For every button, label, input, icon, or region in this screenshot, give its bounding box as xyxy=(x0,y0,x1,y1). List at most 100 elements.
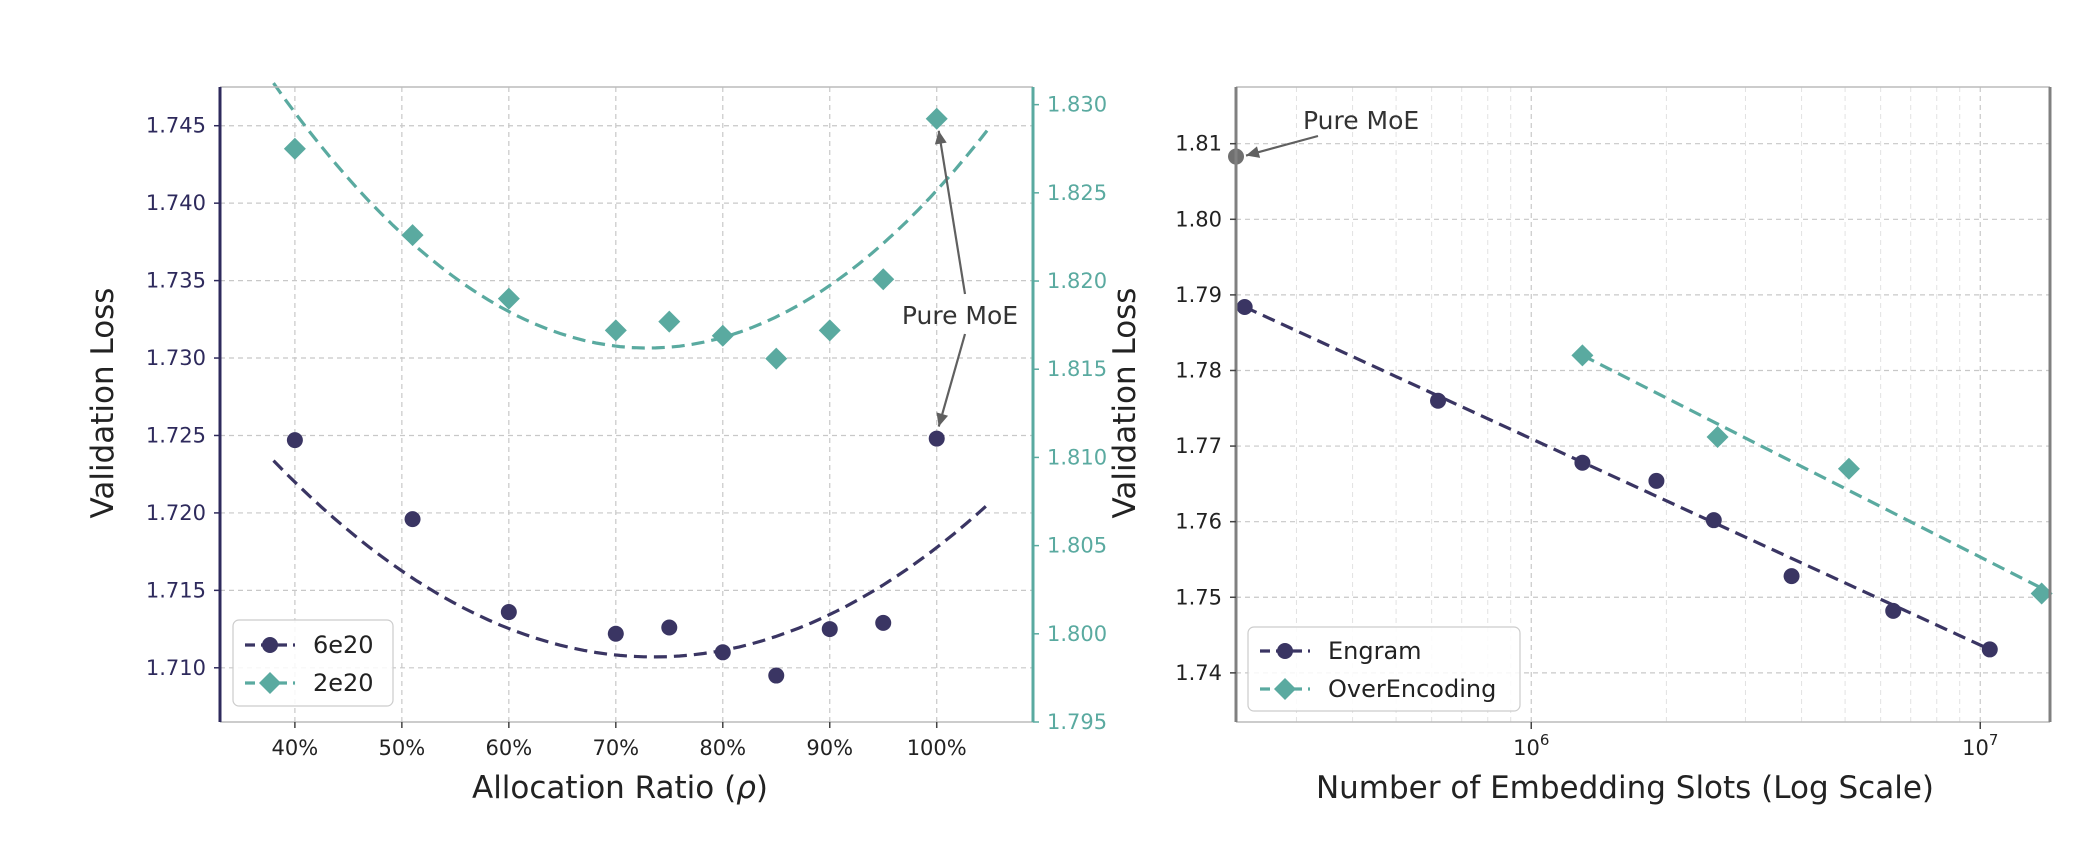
chart2-y-tick-label-4: 1.78 xyxy=(1175,358,1222,382)
chart1-x-tick-label-5: 90% xyxy=(806,736,853,760)
chart1-point-2e20-1 xyxy=(401,224,424,247)
chart2-legend-marker-Engram xyxy=(1277,643,1293,659)
chart2-y-tick-label-7: 1.81 xyxy=(1175,132,1222,156)
chart1-point-2e20-6 xyxy=(765,347,788,370)
chart1-points xyxy=(283,107,948,684)
chart1-y2-tick-label-4: 1.815 xyxy=(1047,357,1107,381)
chart1-x-tick-label-4: 80% xyxy=(699,736,746,760)
chart2-x-tick-label-1: 107 xyxy=(1962,731,1998,760)
chart2-y-axis-label: Validation Loss xyxy=(1107,288,1143,519)
chart2-point-OverEncoding-1 xyxy=(1706,426,1729,449)
chart1-annotation-arrow-top xyxy=(934,130,967,295)
chart1-legend-marker-2e20 xyxy=(259,672,281,694)
chart1-point-2e20-7 xyxy=(818,319,841,342)
chart2-fit-line-OverEncoding xyxy=(1581,353,2043,590)
chart2-point-Engram-0 xyxy=(1236,298,1253,315)
chart2-x-tick-label-0: 106 xyxy=(1513,731,1549,760)
chart1-x-tick-label-0: 40% xyxy=(272,736,319,760)
chart1-annotation-arrow-bottom-head xyxy=(936,412,949,427)
chart2-legend-marker-OverEncoding xyxy=(1274,678,1296,700)
chart2-y-tick-label-6: 1.80 xyxy=(1175,207,1222,231)
chart1-point-6e20-5 xyxy=(714,644,731,661)
chart2-grid xyxy=(1236,87,2050,722)
chart1-point-2e20-8 xyxy=(872,268,895,291)
chart1-point-6e20-3 xyxy=(607,625,624,642)
chart1-fit-lines xyxy=(272,82,992,659)
chart1-y-axis-label: Validation Loss xyxy=(85,288,121,519)
chart1-y-tick-label-6: 1.740 xyxy=(146,191,206,215)
chart1-y-tick-label-3: 1.725 xyxy=(146,423,206,447)
chart1-y2-tick-label-2: 1.805 xyxy=(1047,534,1107,558)
chart2-legend-label-OverEncoding: OverEncoding xyxy=(1328,675,1496,703)
chart1-fit-line-2e20 xyxy=(272,82,992,350)
chart1-annotation: Pure MoE xyxy=(902,130,1018,427)
chart1-point-6e20-0 xyxy=(286,432,303,449)
chart2-point-OverEncoding-2 xyxy=(1837,457,1860,480)
chart2-point-Engram-6 xyxy=(1885,602,1902,619)
chart2-y-tick-label-5: 1.79 xyxy=(1175,283,1222,307)
chart1-y2-tick-label-6: 1.825 xyxy=(1047,181,1107,205)
chart1-annotation-arrow-bottom-shaft xyxy=(937,333,967,427)
chart1-y2-tick-label-1: 1.800 xyxy=(1047,622,1107,646)
chart1-x-tick-label-3: 70% xyxy=(592,736,639,760)
chart2-annotation-arrow-head xyxy=(1246,146,1261,158)
chart1-legend-label-2e20: 2e20 xyxy=(313,669,374,697)
chart1-y2-tick-label-7: 1.830 xyxy=(1047,93,1107,117)
chart2-point-Engram-4 xyxy=(1705,512,1722,529)
chart1-y-tick-label-7: 1.745 xyxy=(146,114,206,138)
chart2-annotation-arrow xyxy=(1245,134,1319,158)
chart2-point-Engram-1 xyxy=(1430,392,1447,409)
chart2-fit-lines xyxy=(1243,305,2043,651)
chart2-x-axis-label: Number of Embedding Slots (Log Scale) xyxy=(1316,770,1934,806)
chart2-point-Engram-3 xyxy=(1648,472,1665,489)
chart1-point-6e20-9 xyxy=(928,430,945,447)
chart2-point-OverEncoding-3 xyxy=(2030,582,2053,605)
chart2-annotation-text: Pure MoE xyxy=(1303,106,1419,135)
chart1-point-2e20-0 xyxy=(283,137,306,160)
chart1-point-2e20-5 xyxy=(711,324,734,347)
chart1-annotation-arrow-top-head xyxy=(934,130,947,145)
chart2-y-tick-label-0: 1.74 xyxy=(1175,661,1222,685)
chart2-ticks: 106 107 1.74 1.75 1.76 1.77 1.78 1.79 1.80 1.81 xyxy=(1175,132,1998,760)
chart2-axes xyxy=(1234,86,2052,723)
chart1-x-tick-label-1: 50% xyxy=(379,736,426,760)
chart1-legend-marker-6e20 xyxy=(262,637,278,653)
chart2-legend-label-Engram: Engram xyxy=(1328,637,1422,665)
chart1-annotation-arrow-bottom xyxy=(936,333,967,427)
chart1-legend: 6e20 2e20 xyxy=(232,619,394,707)
chart1-point-6e20-1 xyxy=(404,511,421,528)
chart1-point-2e20-4 xyxy=(658,310,681,333)
chart2-point-Engram-2 xyxy=(1574,454,1591,471)
chart1-fit-line-6e20 xyxy=(272,459,992,659)
chart1-ticks: 40% 50% 60% 70% 80% 90% 100% 1.710 1.715 1.720 1.7… xyxy=(146,93,1107,760)
chart1-x-axis-label: Allocation Ratio (ρ) xyxy=(472,770,768,806)
chart1-y2-tick-label-0: 1.795 xyxy=(1047,710,1107,734)
chart2-legend-box xyxy=(1247,626,1521,712)
chart2-fit-line-Engram xyxy=(1243,305,1991,651)
chart2-points xyxy=(1228,148,2053,658)
chart1-point-6e20-7 xyxy=(821,621,838,638)
chart1-legend-label-6e20: 6e20 xyxy=(313,631,374,659)
chart1-y2-tick-label-5: 1.820 xyxy=(1047,269,1107,293)
chart2-y-tick-label-3: 1.77 xyxy=(1175,434,1222,458)
chart1-point-6e20-8 xyxy=(875,614,892,631)
chart1-point-2e20-3 xyxy=(604,319,627,342)
chart1-y-tick-label-1: 1.715 xyxy=(146,578,206,602)
chart1-point-6e20-6 xyxy=(768,667,785,684)
chart1-point-6e20-2 xyxy=(500,604,517,621)
chart2-point-OverEncoding-0 xyxy=(1571,344,1594,367)
chart1-axes xyxy=(218,86,1035,723)
chart1-y-tick-label-4: 1.730 xyxy=(146,346,206,370)
chart1-y-tick-label-2: 1.720 xyxy=(146,501,206,525)
chart2-y-tick-label-2: 1.76 xyxy=(1175,510,1222,534)
chart1-annotation-arrow-top-shaft xyxy=(937,130,967,295)
chart2-point-Engram-5 xyxy=(1783,568,1800,585)
chart1-x-tick-label-2: 60% xyxy=(485,736,532,760)
chart2-legend: Engram OverEncoding xyxy=(1247,626,1521,712)
chart1-y2-tick-label-3: 1.810 xyxy=(1047,445,1107,469)
chart2-annotation: Pure MoE xyxy=(1245,106,1419,158)
chart2-y-tick-label-1: 1.75 xyxy=(1175,585,1222,609)
chart1-point-6e20-4 xyxy=(661,619,678,636)
chart1-grid xyxy=(220,87,1033,722)
chart1-y-tick-label-0: 1.710 xyxy=(146,656,206,680)
